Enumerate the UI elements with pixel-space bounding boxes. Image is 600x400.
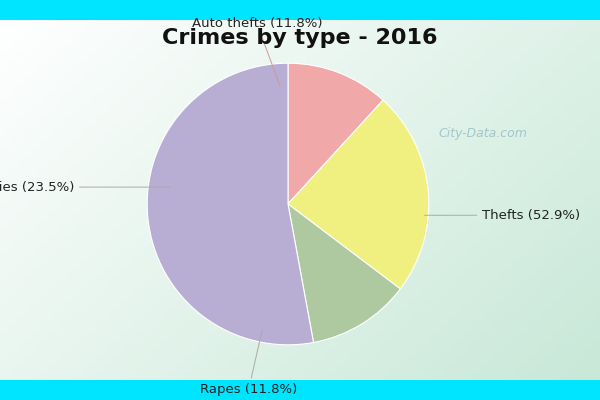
Text: Thefts (52.9%): Thefts (52.9%)	[425, 209, 580, 222]
Wedge shape	[288, 204, 400, 342]
Text: Burglaries (23.5%): Burglaries (23.5%)	[0, 181, 170, 194]
Text: Rapes (11.8%): Rapes (11.8%)	[200, 331, 297, 396]
Text: City-Data.com: City-Data.com	[439, 126, 527, 140]
Wedge shape	[288, 100, 429, 289]
Text: Auto thefts (11.8%): Auto thefts (11.8%)	[192, 17, 322, 86]
Wedge shape	[288, 63, 383, 204]
Wedge shape	[147, 63, 314, 345]
Text: Crimes by type - 2016: Crimes by type - 2016	[162, 28, 438, 48]
